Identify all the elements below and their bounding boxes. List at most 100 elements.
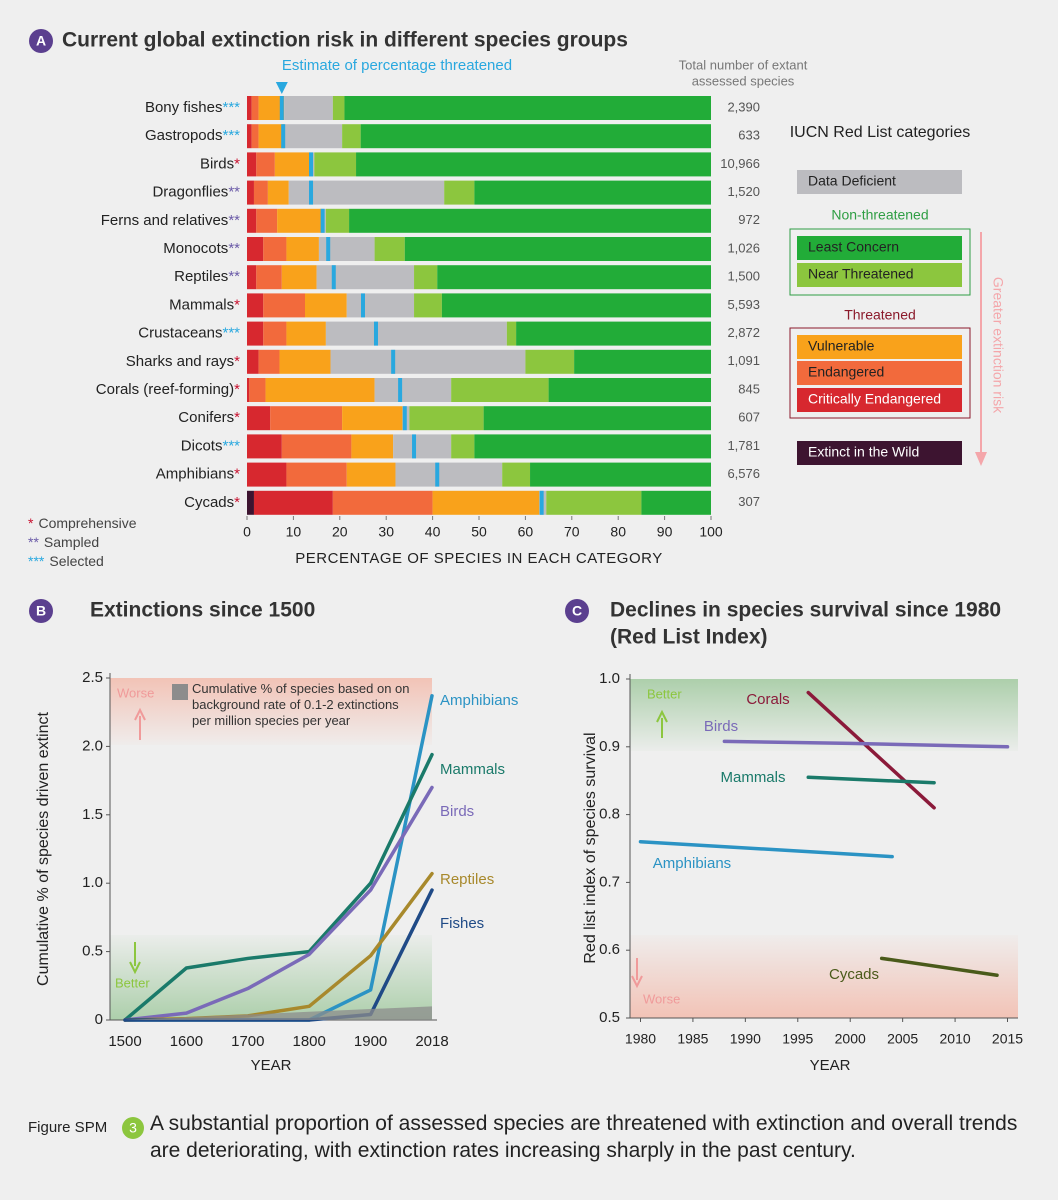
y-tick-label: 2.0 [82, 737, 103, 754]
series-label: Birds [440, 803, 474, 820]
bar-segment [506, 321, 517, 346]
series-label: Amphibians [653, 855, 731, 872]
bar-segment [277, 208, 322, 233]
assessment-marker: * [234, 353, 240, 370]
category-name: Amphibians [156, 466, 234, 483]
bar-segment [274, 152, 310, 177]
category-label: Corals (reef-forming)* [96, 381, 240, 398]
caption-number: 3 [129, 1120, 137, 1136]
series-line [123, 752, 434, 1022]
series-label: Birds [704, 718, 738, 735]
bar-segment [437, 265, 711, 290]
bar-segment [263, 321, 287, 346]
estimate-marker [435, 462, 440, 487]
y-axis-label: Red list index of species survival [582, 732, 599, 963]
bar-segment [342, 406, 403, 431]
bar-segment [516, 321, 711, 346]
category-label: Crustaceans*** [138, 325, 240, 342]
legend-label: Least Concern [808, 239, 899, 255]
bar-segment [247, 406, 271, 431]
x-axis-label: PERCENTAGE OF SPECIES IN EACH CATEGORY [295, 550, 662, 567]
footnote: *** Selected [28, 553, 104, 569]
bar-segment [288, 180, 445, 205]
category-name: Reptiles [174, 268, 228, 285]
assessment-marker: ** [228, 268, 240, 285]
total-label: 972 [738, 212, 760, 227]
estimate-marker [412, 434, 417, 459]
bar-segment [332, 490, 433, 515]
bar-segment [342, 124, 361, 149]
bar-segment [247, 378, 250, 402]
category-label: Amphibians* [156, 466, 240, 483]
series-line [879, 956, 999, 978]
estimate-label: Estimate of percentage threatened [282, 57, 512, 74]
x-tick-label: 1985 [677, 1031, 708, 1047]
legend-swatch [797, 236, 962, 260]
estimate-marker [309, 152, 314, 177]
x-tick-label: 80 [610, 524, 626, 540]
total-label: 1,026 [727, 240, 760, 255]
category-label: Mammals* [169, 296, 240, 313]
total-label: 307 [738, 494, 760, 509]
bar-segment [346, 293, 415, 318]
better-band [630, 679, 1018, 751]
bar-segment [325, 208, 350, 233]
series-label: Corals [746, 691, 789, 708]
series-label: Fishes [440, 915, 484, 932]
total-label: 607 [738, 410, 760, 425]
legend-group-box [789, 228, 971, 296]
worse-arrow [134, 707, 146, 740]
bar-segment [393, 434, 452, 459]
series-label: Cycads [829, 966, 879, 983]
category-label: Birds* [200, 155, 240, 172]
bar-segment [409, 406, 484, 431]
totals-header: Total number of extant [679, 57, 808, 72]
estimate-marker [402, 406, 407, 431]
series-label: Reptiles [440, 871, 494, 888]
x-axis-label: YEAR [810, 1057, 851, 1074]
worse-label: Worse [117, 685, 154, 700]
assessment-marker: * [234, 155, 240, 172]
x-tick-label: 2018 [415, 1033, 448, 1050]
category-label: Dicots*** [181, 437, 240, 454]
better-arrow [656, 709, 668, 738]
estimate-marker [309, 180, 314, 205]
assessment-marker: ** [228, 184, 240, 201]
total-label: 10,966 [720, 156, 760, 171]
caption-badge [122, 1117, 144, 1139]
bar-segment [247, 434, 282, 459]
category-name: Mammals [169, 296, 234, 313]
x-axis-label: YEAR [251, 1057, 292, 1074]
better-arrow [129, 942, 141, 975]
legend-group-label: Non-threatened [831, 207, 928, 223]
bar-segment [279, 349, 331, 374]
x-tick-label: 1700 [231, 1033, 264, 1050]
assessment-marker: * [234, 296, 240, 313]
legend-swatch [797, 170, 962, 194]
bar-segment [344, 96, 711, 120]
assessment-marker: *** [222, 437, 240, 454]
risk-label: Greater extinction risk [990, 277, 1006, 414]
legend-swatch [172, 684, 188, 700]
bar-segment [374, 237, 405, 261]
chart-title: (Red List Index) [610, 626, 768, 649]
x-tick-label: 100 [699, 524, 723, 540]
panel-letter: A [36, 33, 46, 49]
worse-label: Worse [643, 991, 680, 1006]
footnote-label: Comprehensive [38, 515, 136, 531]
bar-segment [247, 180, 254, 205]
bar-segment [441, 293, 711, 318]
estimate-pointer [275, 82, 288, 94]
bar-segment [530, 462, 711, 487]
legend-swatch [797, 361, 962, 385]
footnote-symbol: * [28, 515, 34, 531]
bar-segment [414, 293, 442, 318]
totals-header: assessed species [692, 73, 795, 88]
panel-badge [29, 599, 53, 623]
y-tick-label: 0.9 [599, 738, 620, 755]
legend-title: IUCN Red List categories [790, 124, 971, 141]
category-label: Cycads* [184, 494, 240, 511]
estimate-marker [373, 321, 378, 346]
bar-segment [247, 265, 257, 290]
chart-title: Current global extinction risk in differ… [62, 29, 628, 52]
